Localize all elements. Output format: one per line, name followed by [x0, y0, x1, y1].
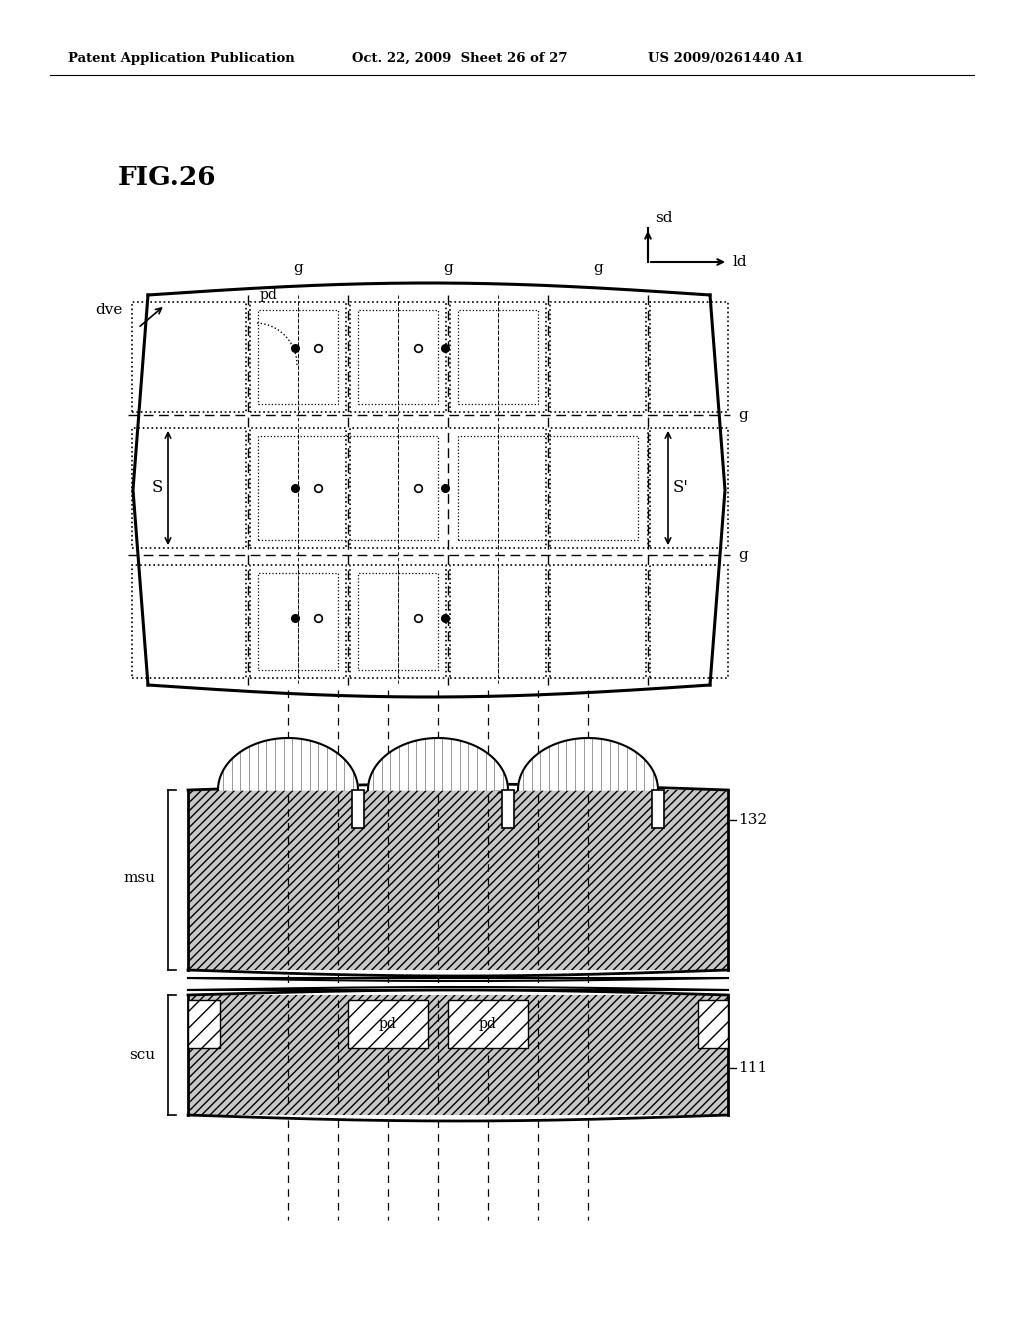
Bar [350, 565, 446, 678]
Bar [358, 310, 438, 404]
Polygon shape [518, 738, 658, 789]
Bar [352, 789, 364, 828]
Bar [502, 789, 514, 828]
Bar [250, 428, 346, 548]
Bar [550, 428, 648, 548]
Bar [550, 302, 646, 412]
Bar [449, 1001, 528, 1048]
Bar [350, 302, 446, 412]
Text: ms: ms [427, 756, 450, 770]
Bar [358, 573, 438, 671]
Bar [188, 995, 728, 1115]
Text: pd: pd [479, 1016, 497, 1031]
Text: dve: dve [95, 304, 123, 317]
Polygon shape [368, 738, 508, 789]
Text: 111: 111 [738, 1061, 767, 1074]
Text: ld: ld [733, 255, 748, 269]
Bar [450, 565, 546, 678]
Bar [458, 436, 638, 540]
Bar [650, 428, 728, 548]
Text: g: g [593, 261, 603, 275]
Text: g: g [443, 261, 453, 275]
Text: 132: 132 [738, 813, 767, 828]
Bar [450, 302, 546, 412]
Text: Patent Application Publication: Patent Application Publication [68, 51, 295, 65]
Text: Oct. 22, 2009  Sheet 26 of 27: Oct. 22, 2009 Sheet 26 of 27 [352, 51, 567, 65]
Bar [250, 302, 346, 412]
Text: g: g [738, 408, 748, 422]
Bar [132, 302, 246, 412]
Text: pd: pd [260, 288, 278, 302]
Bar [348, 1001, 428, 1048]
Bar [132, 428, 246, 548]
Bar [550, 565, 646, 678]
Bar [188, 789, 728, 970]
Text: S: S [152, 479, 163, 496]
Bar [652, 789, 664, 828]
Bar [350, 428, 546, 548]
Text: pd: pd [379, 1016, 397, 1031]
Text: g: g [738, 548, 748, 562]
Bar [132, 565, 246, 678]
Text: g: g [293, 261, 303, 275]
Bar [650, 565, 728, 678]
Bar [458, 310, 538, 404]
Text: msu: msu [123, 871, 155, 884]
Text: FIG.26: FIG.26 [118, 165, 216, 190]
Polygon shape [218, 738, 358, 789]
Text: S': S' [673, 479, 689, 496]
Bar [250, 565, 346, 678]
Bar [258, 573, 338, 671]
Bar [650, 302, 728, 412]
Bar [698, 1001, 728, 1048]
Bar [258, 310, 338, 404]
Bar [258, 436, 438, 540]
Text: sd: sd [655, 211, 673, 224]
Text: scu: scu [129, 1048, 155, 1063]
Bar [188, 1001, 220, 1048]
Text: US 2009/0261440 A1: US 2009/0261440 A1 [648, 51, 804, 65]
